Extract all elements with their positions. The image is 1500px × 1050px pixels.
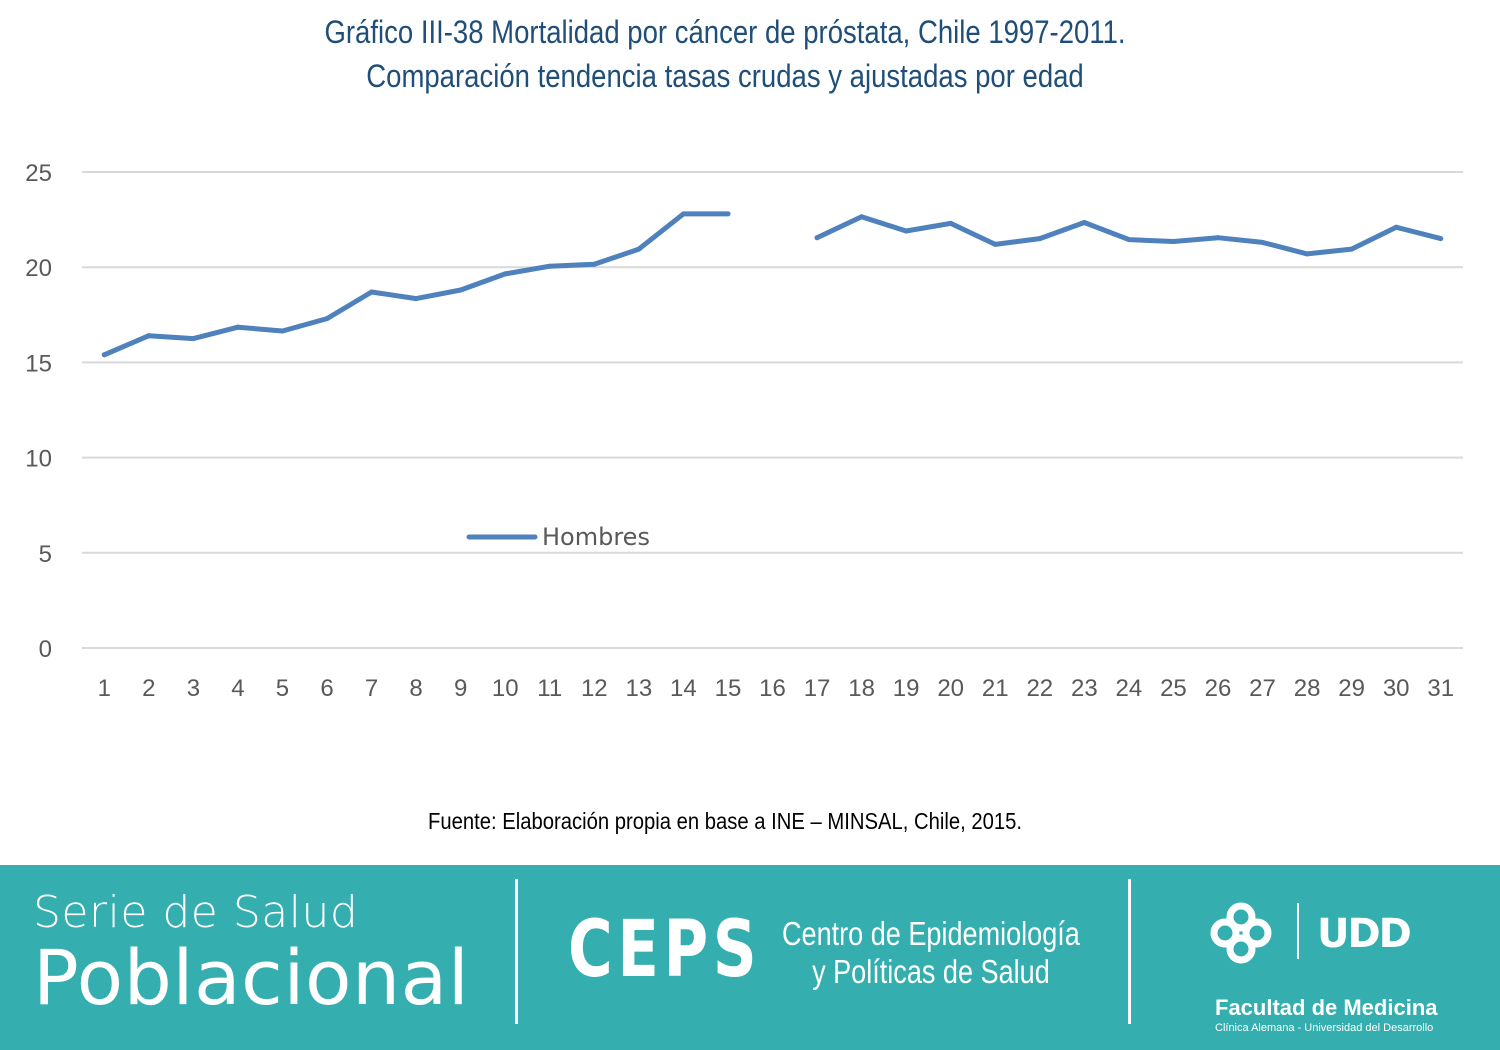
x-tick-label: 5 (276, 675, 289, 702)
chart-title-line-1: Gráfico III-38 Mortalidad por cáncer de … (324, 14, 1126, 50)
x-tick-label: 22 (1026, 675, 1053, 702)
x-tick-label: 1 (98, 675, 111, 702)
x-tick-label: 13 (626, 675, 653, 702)
ceps-full-name: Centro de Epidemiología y Políticas de S… (782, 915, 1080, 991)
udd-logo-icon: UDD (1317, 911, 1411, 957)
y-tick-label: 20 (25, 255, 52, 282)
data-point (725, 211, 731, 217)
x-tick-label: 24 (1116, 675, 1143, 702)
ceps-name-line-1: Centro de Epidemiología (782, 915, 1080, 952)
x-tick-label: 15 (715, 675, 742, 702)
data-point (591, 261, 597, 267)
x-tick-label: 21 (982, 675, 1009, 702)
faculty-logo: UDD Facultad de Medicina Clínica Alemana… (1205, 895, 1438, 1040)
data-point (369, 289, 375, 295)
x-tick-label: 8 (409, 675, 422, 702)
data-point (903, 228, 909, 234)
data-point (1215, 235, 1221, 241)
data-point (1304, 251, 1310, 257)
x-tick-label: 25 (1160, 675, 1187, 702)
x-tick-label: 18 (848, 675, 875, 702)
x-tick-label: 16 (759, 675, 786, 702)
x-tick-label: 9 (454, 675, 467, 702)
ceps-logo-text: CEPS (568, 905, 762, 995)
x-tick-label: 2 (142, 675, 155, 702)
x-tick-label: 31 (1427, 675, 1454, 702)
faculty-subtitle: Clínica Alemana - Universidad del Desarr… (1215, 1022, 1434, 1034)
data-point (413, 296, 419, 302)
x-tick-label: 14 (670, 675, 697, 702)
data-point (1393, 224, 1399, 230)
chart-title-line-2: Comparación tendencia tasas crudas y aju… (366, 58, 1084, 94)
footer-divider (1128, 879, 1131, 1024)
x-tick-label: 29 (1338, 675, 1365, 702)
data-point (636, 246, 642, 252)
data-point (458, 287, 464, 293)
data-point (1037, 236, 1043, 242)
x-tick-label: 27 (1249, 675, 1276, 702)
data-point (279, 328, 285, 334)
x-tick-label: 10 (492, 675, 519, 702)
data-point (992, 241, 998, 247)
x-tick-label: 12 (581, 675, 608, 702)
legend-label: Hombres (542, 523, 650, 551)
data-point (948, 220, 954, 226)
data-point (1260, 239, 1266, 245)
clinic-symbol-icon: UDD (1210, 902, 1413, 964)
x-tick-label: 3 (187, 675, 200, 702)
x-tick-label: 30 (1383, 675, 1410, 702)
y-tick-label: 0 (39, 636, 52, 663)
y-tick-label: 5 (39, 541, 52, 568)
data-point (146, 333, 152, 339)
x-tick-label: 20 (937, 675, 964, 702)
series-name-line-2: Poblacional (33, 933, 470, 1022)
footer-banner: Serie de Salud Poblacional CEPS Centro d… (0, 865, 1500, 1050)
footer-divider (515, 879, 518, 1024)
data-point (680, 211, 686, 217)
data-point (190, 336, 196, 342)
data-point (235, 324, 241, 330)
y-tick-label: 15 (25, 350, 52, 377)
y-tick-label: 25 (25, 160, 52, 187)
x-tick-label: 23 (1071, 675, 1098, 702)
source-note: Fuente: Elaboración propia en base a INE… (427, 808, 1023, 834)
x-tick-label: 6 (320, 675, 333, 702)
x-tick-label: 28 (1294, 675, 1321, 702)
data-point (1438, 236, 1444, 242)
series-name-line-1: Serie de Salud (33, 887, 359, 938)
ceps-name-line-2: y Políticas de Salud (812, 953, 1050, 990)
data-point (101, 352, 107, 358)
data-point (1349, 246, 1355, 252)
series-line (814, 214, 1444, 257)
data-point (859, 214, 865, 220)
data-point (1081, 219, 1087, 225)
data-point (547, 263, 553, 269)
x-tick-label: 11 (537, 675, 562, 702)
data-point (814, 235, 820, 241)
x-tick-label: 26 (1205, 675, 1232, 702)
data-point (502, 271, 508, 277)
x-tick-label: 7 (365, 675, 378, 702)
y-tick-label: 10 (25, 446, 52, 473)
chart-title: Gráfico III-38 Mortalidad por cáncer de … (102, 10, 1349, 98)
x-tick-label: 19 (893, 675, 920, 702)
faculty-name: Facultad de Medicina (1215, 995, 1438, 1020)
data-point (324, 316, 330, 322)
x-tick-label: 17 (804, 675, 831, 702)
series-line (101, 211, 731, 358)
data-point (1170, 238, 1176, 244)
x-tick-label: 4 (231, 675, 244, 702)
data-point (1126, 237, 1132, 243)
